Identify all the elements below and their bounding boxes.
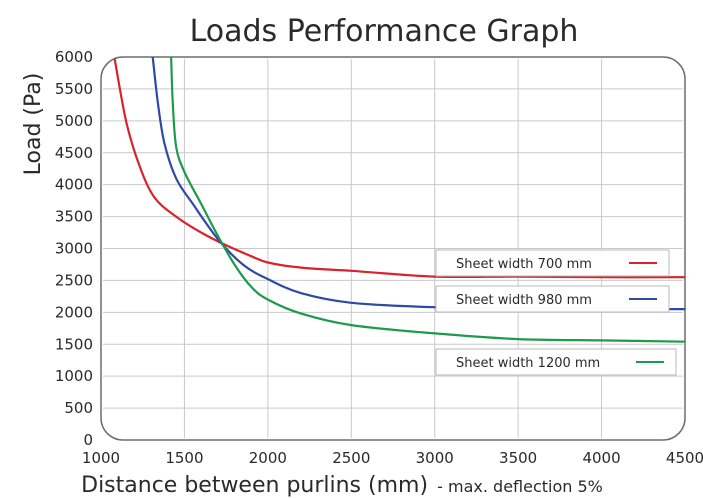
series-line-2 [170, 57, 685, 343]
x-axis-label-group: Distance between purlins (mm) - max. def… [81, 473, 603, 498]
x-axis-label: Distance between purlins (mm) [81, 473, 428, 498]
legend: Sheet width 700 mm Sheet width 980 mm Shee… [435, 249, 677, 376]
x-tick-label: 1500 [165, 449, 203, 467]
y-tick-label: 3000 [55, 240, 93, 258]
y-tick-label: 6000 [55, 48, 93, 66]
y-tick-label: 5000 [55, 112, 93, 130]
chart-title: Loads Performance Graph [190, 14, 579, 49]
x-tick-label: 4000 [582, 449, 620, 467]
y-tick-label: 4000 [55, 176, 93, 194]
plot-frame [100, 56, 686, 441]
y-tick-label: 0 [83, 431, 93, 449]
x-tick-label: 4500 [666, 449, 703, 467]
y-tick-label: 4500 [55, 144, 93, 162]
legend-box [435, 285, 670, 313]
legend-label: Sheet width 1200 mm [456, 356, 600, 371]
x-tick-label: 1000 [82, 449, 120, 467]
y-axis-label: Load (Pa) [21, 73, 46, 176]
y-tick-labels: 0 500 1000 1500 2000 2500 3000 3500 4000 4500 5000… [55, 48, 93, 449]
x-tick-label: 3000 [416, 449, 454, 467]
y-tick-label: 1000 [55, 367, 93, 385]
x-tick-labels: 1000 1500 2000 2500 3000 3500 4000 4500 [82, 449, 703, 467]
legend-item: Sheet width 1200 mm [435, 348, 677, 376]
y-tick-label: 2500 [55, 271, 93, 289]
x-axis-note: - max. deflection 5% [437, 477, 603, 496]
y-tick-label: 500 [64, 399, 93, 417]
x-tick-label: 2500 [332, 449, 370, 467]
y-tick-label: 3500 [55, 208, 93, 226]
y-tick-label: 5500 [55, 80, 93, 98]
legend-item: Sheet width 700 mm [435, 249, 670, 277]
series-line-0 [113, 57, 685, 279]
legend-label: Sheet width 980 mm [456, 293, 592, 308]
x-tick-label: 2000 [249, 449, 287, 467]
y-tick-label: 2000 [55, 303, 93, 321]
grid-lines [103, 59, 683, 438]
legend-item: Sheet width 980 mm [435, 285, 670, 313]
legend-label: Sheet width 700 mm [456, 257, 592, 272]
y-tick-label: 1500 [55, 335, 93, 353]
x-tick-label: 3500 [499, 449, 537, 467]
